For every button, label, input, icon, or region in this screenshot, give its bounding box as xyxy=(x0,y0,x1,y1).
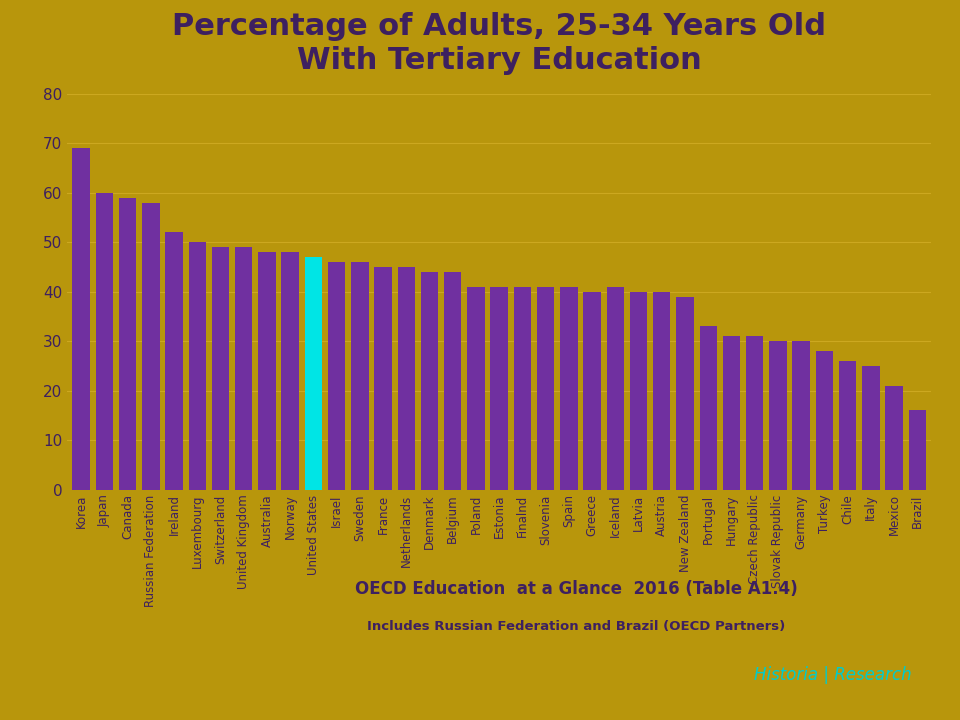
Bar xyxy=(235,247,252,490)
Bar xyxy=(676,297,694,490)
Bar xyxy=(444,271,462,490)
Bar xyxy=(258,252,276,490)
Bar xyxy=(700,326,717,490)
Bar xyxy=(468,287,485,490)
Bar xyxy=(792,341,810,490)
Bar xyxy=(607,287,624,490)
Text: Historia | Research: Historia | Research xyxy=(755,667,912,685)
Bar xyxy=(561,287,578,490)
Bar xyxy=(119,197,136,490)
Bar xyxy=(420,271,438,490)
Bar xyxy=(537,287,554,490)
Bar xyxy=(630,292,647,490)
Bar xyxy=(165,232,182,490)
Bar xyxy=(351,262,369,490)
Bar xyxy=(96,192,113,490)
Bar xyxy=(328,262,346,490)
Bar xyxy=(491,287,508,490)
Text: Includes Russian Federation and Brazil (OECD Partners): Includes Russian Federation and Brazil (… xyxy=(367,620,785,633)
Bar xyxy=(746,336,763,490)
Bar xyxy=(885,386,902,490)
Bar xyxy=(839,361,856,490)
Bar xyxy=(908,410,926,490)
Bar xyxy=(281,252,299,490)
Bar xyxy=(304,257,323,490)
Bar xyxy=(862,366,879,490)
Bar xyxy=(374,267,392,490)
Bar xyxy=(188,242,206,490)
Bar xyxy=(769,341,786,490)
Bar xyxy=(212,247,229,490)
Bar xyxy=(72,148,90,490)
Bar xyxy=(816,351,833,490)
Text: OECD Education  at a Glance  2016 (Table A1.4): OECD Education at a Glance 2016 (Table A… xyxy=(354,580,798,598)
Bar xyxy=(142,202,159,490)
Bar xyxy=(514,287,531,490)
Bar xyxy=(397,267,415,490)
Title: Percentage of Adults, 25-34 Years Old
With Tertiary Education: Percentage of Adults, 25-34 Years Old Wi… xyxy=(172,12,827,75)
Bar xyxy=(653,292,670,490)
Bar xyxy=(723,336,740,490)
Bar xyxy=(584,292,601,490)
